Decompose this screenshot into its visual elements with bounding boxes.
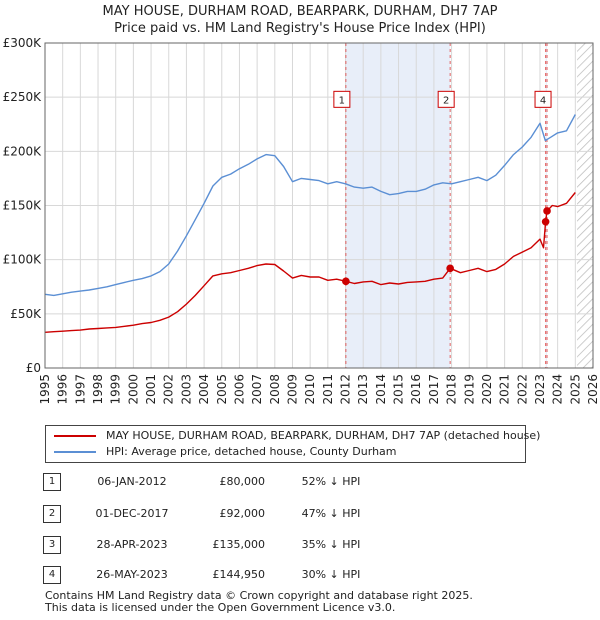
hpi-line (44, 114, 576, 297)
y-tick-label: £0 (26, 361, 41, 375)
x-tick-label: 2019 (462, 374, 476, 405)
footer-attribution: Contains HM Land Registry data © Crown c… (45, 590, 473, 614)
x-tick-label: 2009 (285, 374, 299, 405)
x-tick-label: 2013 (356, 374, 370, 405)
y-tick-label: £50K (10, 307, 42, 321)
x-tick-label: 2017 (427, 374, 441, 405)
transaction-number: 3 (43, 536, 61, 554)
marker-label-box (534, 90, 552, 108)
marker-label-box (333, 90, 351, 108)
footer-copyright: Contains HM Land Registry data © Crown c… (45, 589, 473, 602)
marker-label-text: 4 (540, 95, 546, 106)
transaction-row: 2 01-DEC-2017 £92,000 47% ↓ HPI (0, 504, 600, 524)
marker-label-box (437, 90, 455, 108)
sale-point (342, 277, 350, 286)
y-tick-label: £300K (3, 36, 43, 50)
transaction-date: 28-APR-2023 (96, 538, 168, 551)
x-tick-label: 2003 (179, 374, 193, 405)
x-tick-label: 1997 (73, 374, 87, 405)
y-tick-label: £100K (3, 253, 43, 267)
y-tick-label: £200K (3, 144, 43, 158)
transaction-number: 4 (43, 566, 61, 584)
marker-label-text: 2 (443, 95, 449, 106)
transaction-date: 06-JAN-2012 (97, 475, 167, 488)
x-tick-label: 2015 (392, 374, 406, 405)
price-paid-line (44, 192, 576, 333)
x-tick-label: 2022 (515, 374, 529, 405)
sale-point (446, 264, 454, 273)
x-tick-label: 2025 (568, 374, 582, 405)
price-chart: 1 2 4 £0 £50K £100K £150K £200K £250K £300K 1995 19… (3, 36, 600, 405)
transaction-hpi: 52% ↓ HPI (301, 475, 361, 488)
x-tick-label: 2023 (533, 374, 547, 405)
x-tick-label: 2004 (197, 374, 211, 405)
x-tick-label: 2011 (321, 374, 335, 405)
marker-label-text: 1 (339, 95, 345, 106)
footer-licence: This data is licensed under the Open Gov… (45, 601, 396, 614)
x-tick-label: 2012 (339, 374, 353, 405)
legend-hpi-swatch (54, 451, 96, 453)
legend-price-swatch (54, 435, 96, 437)
x-tick-label: 2010 (303, 374, 317, 405)
x-tick-label: 2007 (250, 374, 264, 405)
plot-frame (44, 42, 594, 369)
x-tick-label: 1996 (56, 374, 70, 405)
legend-hpi-label: HPI: Average price, detached house, Coun… (106, 445, 397, 458)
x-tick-label: 2000 (126, 374, 140, 405)
x-tick-label: 2006 (232, 374, 246, 405)
y-tick-label: £250K (3, 90, 43, 104)
chart-title: MAY HOUSE, DURHAM ROAD, BEARPARK, DURHAM… (102, 4, 498, 19)
x-tick-label: 1995 (38, 374, 52, 405)
legend-price-label: MAY HOUSE, DURHAM ROAD, BEARPARK, DURHAM… (106, 429, 541, 442)
x-tick-label: 2024 (551, 374, 565, 405)
chart-subtitle: Price paid vs. HM Land Registry's House … (114, 21, 486, 36)
transaction-price: £80,000 (219, 475, 266, 488)
x-tick-label: 2020 (480, 374, 494, 405)
transaction-row: 4 26-MAY-2023 £144,950 30% ↓ HPI (0, 565, 600, 585)
transaction-hpi: 30% ↓ HPI (301, 568, 361, 581)
transaction-date: 26-MAY-2023 (96, 568, 168, 581)
x-tick-label: 2016 (409, 374, 423, 405)
transaction-number: 2 (43, 505, 61, 523)
chart-legend: MAY HOUSE, DURHAM ROAD, BEARPARK, DURHAM… (45, 425, 540, 463)
transaction-number: 1 (43, 473, 61, 491)
y-tick-label: £150K (3, 199, 43, 213)
x-tick-label: 2001 (144, 374, 158, 405)
transaction-hpi: 35% ↓ HPI (301, 538, 361, 551)
transaction-row: 3 28-APR-2023 £135,000 35% ↓ HPI (0, 535, 600, 555)
transaction-date: 01-DEC-2017 (95, 507, 169, 520)
transaction-hpi: 47% ↓ HPI (301, 507, 361, 520)
x-tick-label: 2002 (162, 374, 176, 405)
x-tick-label: 2026 (586, 374, 600, 405)
x-tick-label: 2021 (498, 374, 512, 405)
sale-point (541, 217, 550, 226)
x-tick-label: 1998 (91, 374, 105, 405)
transaction-row: 1 06-JAN-2012 £80,000 52% ↓ HPI (0, 472, 600, 492)
sale-point (543, 207, 551, 215)
x-tick-label: 2005 (215, 374, 229, 405)
x-tick-label: 2014 (374, 374, 388, 405)
x-tick-label: 1999 (109, 374, 123, 405)
transaction-price: £144,950 (212, 568, 266, 581)
transaction-price: £92,000 (219, 507, 266, 520)
x-tick-label: 2018 (445, 374, 459, 405)
transaction-price: £135,000 (212, 538, 266, 551)
x-tick-label: 2008 (268, 374, 282, 405)
